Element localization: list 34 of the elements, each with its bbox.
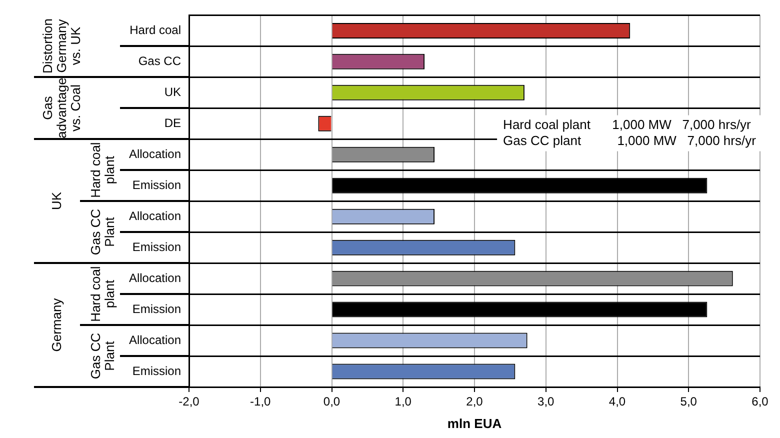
text: Distortion Germany vs. UK	[39, 18, 84, 76]
y-tick-label: Allocation	[128, 208, 181, 223]
x-tick-label: 5,0	[680, 394, 698, 409]
text: Hard coal plant	[87, 265, 118, 324]
x-tick-label: 3,0	[538, 394, 555, 409]
y-tick-label: Gas CC	[138, 54, 182, 68]
x-tick-label: 0,0	[323, 394, 340, 409]
x-tick-label: 2,0	[466, 394, 484, 409]
y-tick-label: DE	[164, 116, 181, 130]
y-tick-label: Emission	[132, 240, 181, 254]
text: Gas CC Plant	[87, 208, 118, 258]
x-tick-label: 4,0	[608, 394, 626, 409]
bar	[332, 302, 708, 318]
annotation: Gas CC plant 1,000 MW 7,000 hrs/yr	[503, 132, 757, 148]
y-tick-label: Emission	[132, 364, 181, 378]
text: Gas advantage vs. Coal	[39, 78, 84, 138]
x-tick-label: -1,0	[250, 394, 272, 409]
bar	[332, 178, 708, 194]
text: Hard coal plant	[87, 141, 118, 200]
y-tick-label: Allocation	[128, 270, 181, 285]
text: Gas CC Plant	[87, 332, 118, 382]
x-tick-label: 1,0	[394, 394, 412, 409]
text: Germany	[48, 297, 65, 354]
y-tick-label: Hard coal	[130, 23, 181, 38]
y-tick-label: Allocation	[128, 146, 181, 161]
x-axis-title: mln EUA	[447, 416, 502, 431]
text: UK	[48, 191, 65, 212]
x-tick-label: -2,0	[178, 394, 200, 409]
annotation: Hard coal plant 1,000 MW 7,000 hrs/yr	[503, 116, 752, 132]
y-tick-label: UK	[164, 84, 181, 99]
y-tick-label: Allocation	[128, 332, 181, 347]
x-tick-label: 6,0	[752, 394, 769, 409]
y-tick-label: Emission	[132, 302, 181, 316]
y-tick-label: Emission	[132, 178, 181, 192]
